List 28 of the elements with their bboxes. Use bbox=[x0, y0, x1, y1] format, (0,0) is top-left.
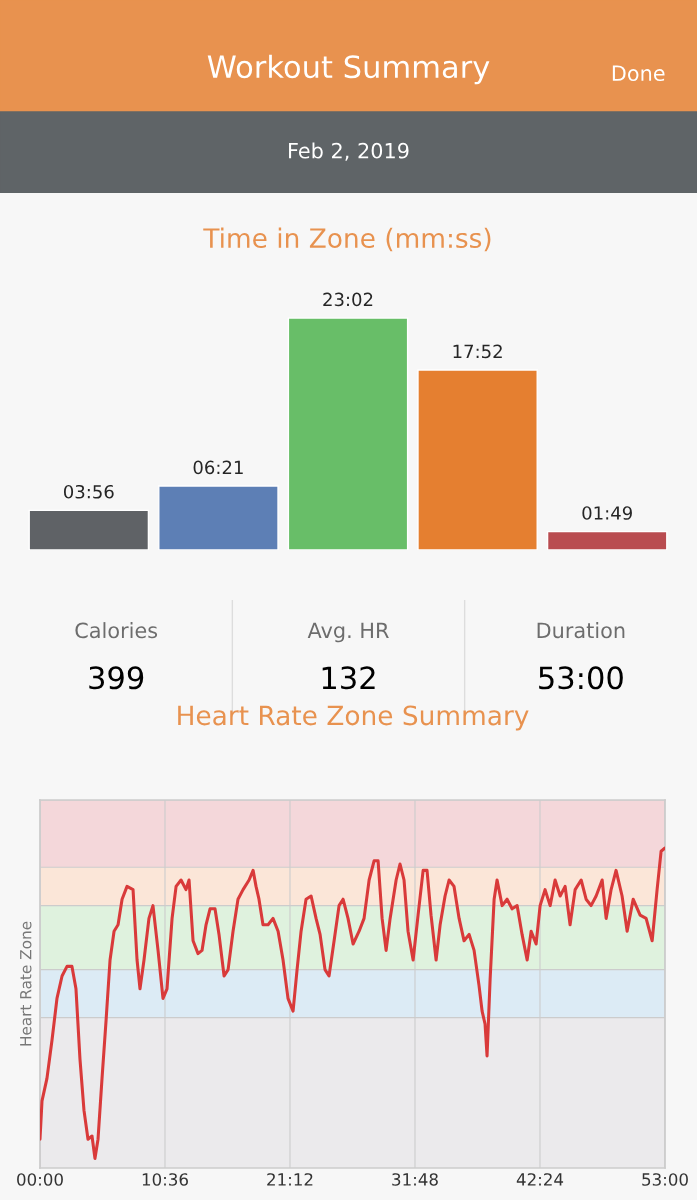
data-label: 01:49 bbox=[582, 506, 632, 520]
x-tick-label: 53:00 bbox=[642, 1173, 688, 1186]
bar bbox=[417, 369, 538, 550]
bar bbox=[158, 485, 279, 550]
chart-title: Heart Rate Zone Summary bbox=[178, 705, 529, 731]
text: 399 bbox=[89, 666, 144, 690]
data-label: 23:02 bbox=[323, 292, 373, 307]
text: Workout Summary bbox=[207, 54, 490, 85]
text: Feb 2, 2019 bbox=[289, 142, 409, 161]
data-label: 17:52 bbox=[453, 344, 502, 359]
bar bbox=[287, 317, 409, 550]
text: Duration bbox=[537, 622, 625, 639]
text: Avg. HR bbox=[307, 622, 389, 643]
y-axis-title: Heart Rate Zone bbox=[20, 921, 32, 1046]
text: Calories bbox=[75, 622, 158, 639]
text: 53:00 bbox=[539, 666, 623, 690]
bar bbox=[28, 509, 150, 550]
x-tick-label: 31:48 bbox=[392, 1173, 438, 1186]
text: 132 bbox=[322, 666, 375, 690]
x-tick-label: 21:12 bbox=[267, 1173, 313, 1186]
x-tick-label: 10:36 bbox=[142, 1173, 188, 1186]
bar bbox=[546, 530, 668, 550]
x-tick-label: 42:24 bbox=[516, 1173, 564, 1186]
data-label: 06:21 bbox=[193, 460, 243, 475]
text: Done bbox=[612, 65, 665, 82]
chart-title: Time in Zone (mm:ss) bbox=[203, 227, 491, 252]
x-tick-label: 00:00 bbox=[17, 1173, 63, 1186]
data-label: 03:56 bbox=[63, 484, 114, 499]
